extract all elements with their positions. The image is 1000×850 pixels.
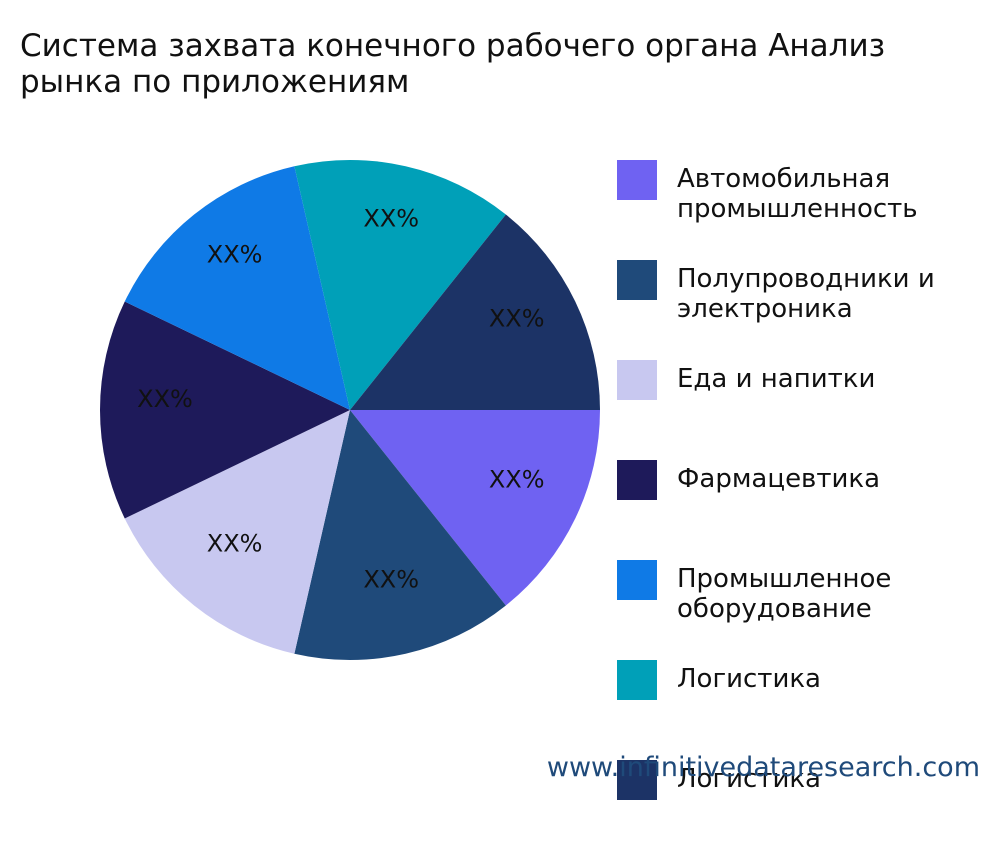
legend-swatch <box>617 560 657 600</box>
legend-swatch <box>617 660 657 700</box>
legend-label: Промышленное оборудование <box>677 564 892 624</box>
data-label: XX% <box>489 465 545 493</box>
legend-label: Логистика <box>677 764 821 794</box>
pie-slice <box>124 166 350 410</box>
chart: XX% XX% XX% XX% XX% XX% XX% <box>100 159 600 661</box>
legend-item: Фармацевтика <box>617 460 987 550</box>
pie-slice <box>124 410 350 654</box>
pie-slice <box>350 410 600 606</box>
data-label: XX% <box>137 385 193 413</box>
watermark: www.infinitivedataresearch.com <box>546 752 980 783</box>
pie-slice <box>100 301 350 519</box>
legend-label: Еда и напитки <box>677 364 876 394</box>
chart-title: Система захвата конечного рабочего орган… <box>20 28 886 100</box>
legend-label: Полупроводники и электроника <box>677 264 935 324</box>
data-label: XX% <box>207 530 263 558</box>
legend-item: Логистика <box>617 760 987 850</box>
legend-item: Промышленное оборудование <box>617 560 987 650</box>
pie-slice <box>294 410 506 661</box>
data-label: XX% <box>363 205 419 233</box>
data-label: XX% <box>207 240 263 268</box>
legend-item: Полупроводники и электроника <box>617 260 987 350</box>
legend-item: Логистика <box>617 660 987 750</box>
pie-slice <box>294 159 506 410</box>
legend-swatch <box>617 760 657 800</box>
legend-label: Автомобильная промышленность <box>677 164 918 224</box>
data-label: XX% <box>363 565 419 593</box>
legend-swatch <box>617 160 657 200</box>
legend-swatch <box>617 260 657 300</box>
legend-item: Еда и напитки <box>617 360 987 450</box>
data-label: XX% <box>489 305 545 333</box>
legend-label: Логистика <box>677 664 821 694</box>
legend-item: Автомобильная промышленность <box>617 160 987 250</box>
pie-slice <box>350 214 600 410</box>
page: Система захвата конечного рабочего орган… <box>20 28 987 800</box>
legend-swatch <box>617 460 657 500</box>
legend-label: Фармацевтика <box>677 464 881 494</box>
legend-swatch <box>617 360 657 400</box>
